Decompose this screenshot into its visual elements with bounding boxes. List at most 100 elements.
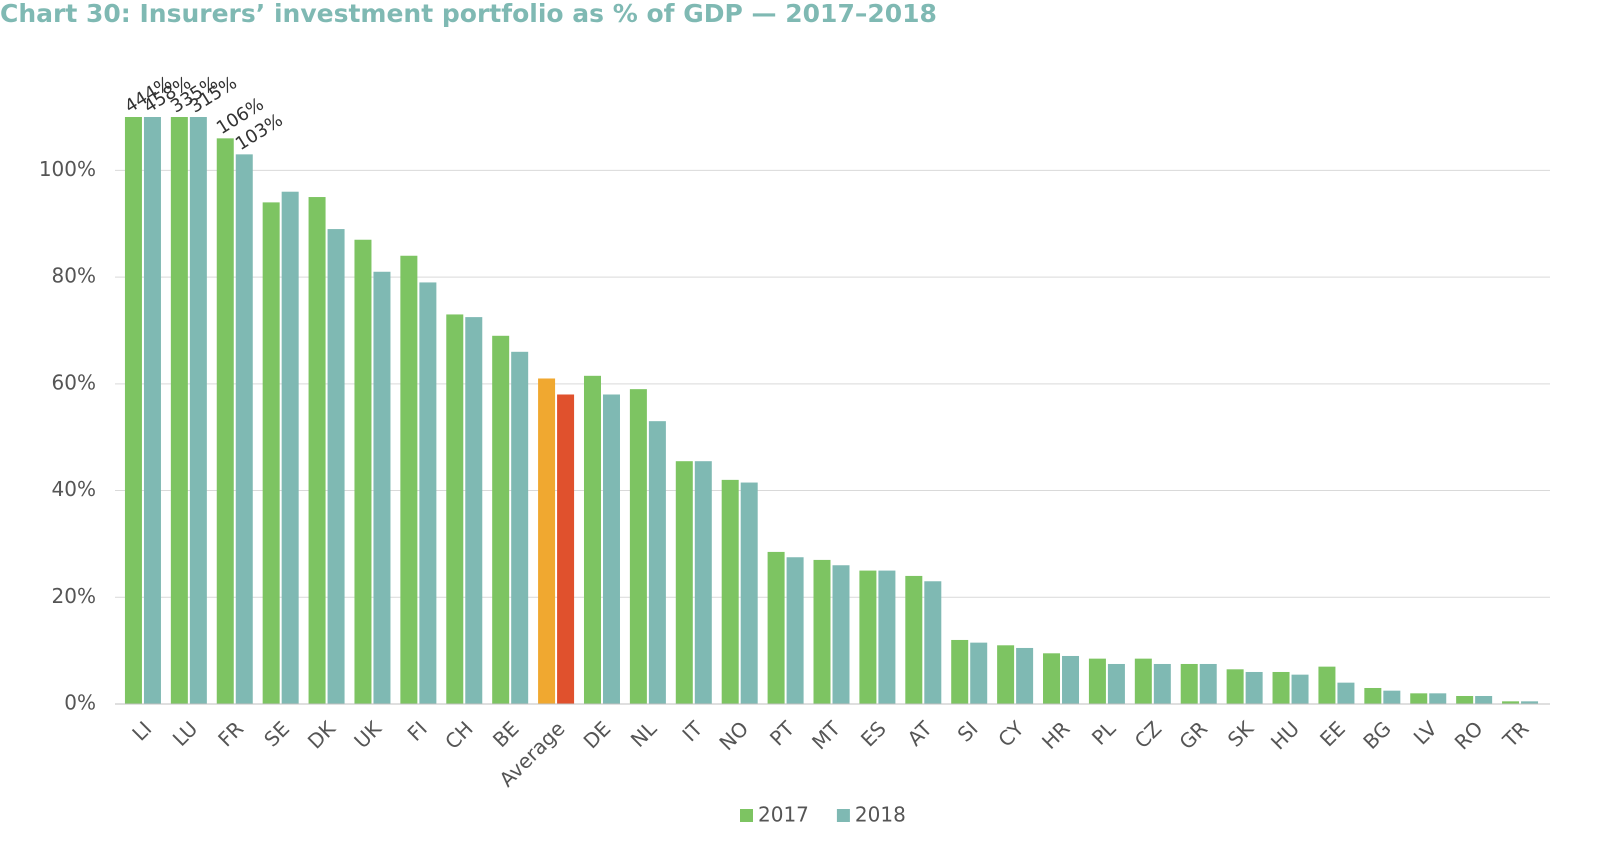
- bar: [189, 117, 207, 705]
- x-tick-label: CZ: [1130, 716, 1167, 753]
- y-tick-label: 0%: [64, 691, 96, 715]
- bar: [1153, 663, 1171, 704]
- chart-title: Chart 30: Insurers’ investment portfolio…: [0, 0, 937, 28]
- bar: [538, 378, 556, 704]
- bar: [1429, 693, 1447, 704]
- x-tick-label: TR: [1497, 716, 1533, 752]
- x-tick-label: ES: [856, 716, 891, 751]
- bar: [419, 282, 437, 704]
- bar: [1107, 663, 1125, 704]
- x-tick-label: SE: [259, 716, 294, 751]
- x-tick-label: CY: [993, 716, 1029, 752]
- bar: [235, 154, 253, 704]
- legend-swatch: [836, 809, 850, 822]
- bar: [1016, 647, 1034, 704]
- x-tick-label: AT: [903, 716, 938, 751]
- bar: [400, 255, 418, 704]
- x-tick-label: DE: [579, 716, 616, 753]
- bar: [905, 575, 923, 704]
- bar: [878, 570, 896, 704]
- x-tick-label: DK: [303, 716, 341, 754]
- bar: [1226, 669, 1244, 704]
- x-tick-label: MT: [807, 716, 845, 754]
- x-tick-label: LI: [127, 716, 156, 745]
- legend-label: 2018: [855, 803, 906, 827]
- bar: [1410, 693, 1428, 704]
- bar: [813, 559, 831, 704]
- x-tick-label: FI: [403, 716, 432, 745]
- x-tick-label: NL: [626, 716, 662, 752]
- bar: [721, 479, 739, 704]
- bar: [492, 335, 510, 704]
- bar: [951, 639, 969, 704]
- bar: [786, 557, 804, 704]
- bar: [327, 229, 345, 704]
- x-tick-label: LV: [1409, 716, 1442, 749]
- bar: [1318, 666, 1336, 704]
- bar: [1521, 701, 1539, 704]
- bar: [740, 482, 758, 704]
- y-tick-label: 80%: [52, 264, 96, 288]
- bar: [1062, 655, 1080, 704]
- x-tick-label: EE: [1315, 716, 1350, 751]
- bar: [446, 314, 464, 704]
- bar: [1456, 695, 1474, 704]
- x-tick-label: PL: [1087, 716, 1121, 750]
- bar: [583, 375, 601, 704]
- x-tick-label: IT: [677, 716, 707, 746]
- bar: [557, 394, 575, 704]
- y-tick-label: 100%: [39, 157, 96, 181]
- x-tick-label: LU: [168, 716, 203, 751]
- bar: [924, 581, 942, 704]
- y-tick-label: 40%: [52, 477, 96, 501]
- legend-label: 2017: [758, 803, 809, 827]
- x-tick-label: RO: [1450, 716, 1488, 754]
- x-tick-label: HR: [1037, 716, 1075, 754]
- bar: [373, 271, 391, 704]
- bar: [465, 317, 483, 704]
- x-tick-label: HU: [1266, 716, 1304, 754]
- bar: [511, 351, 529, 704]
- bar: [1043, 653, 1061, 704]
- bar: [997, 645, 1015, 704]
- bar: [1088, 658, 1106, 704]
- bar: [1199, 663, 1217, 704]
- bar: [832, 565, 850, 704]
- y-tick-label: 20%: [52, 584, 96, 608]
- bar: [1180, 663, 1198, 704]
- bar: [216, 138, 234, 704]
- bar: [602, 394, 620, 704]
- bar: [1245, 671, 1263, 704]
- bar: [262, 202, 280, 704]
- bar: [281, 191, 299, 704]
- x-tick-label: UK: [349, 716, 386, 753]
- bar: [124, 117, 142, 704]
- bar: [859, 570, 877, 704]
- bar: [767, 551, 785, 704]
- bar: [1383, 690, 1401, 704]
- x-tick-label: SI: [953, 716, 983, 746]
- bar: [1502, 701, 1520, 704]
- x-tick-label: CH: [440, 716, 477, 753]
- bar: [648, 421, 666, 704]
- x-tick-label: BG: [1358, 716, 1395, 753]
- bar: [694, 461, 712, 704]
- bar: [1291, 674, 1309, 704]
- bar: [354, 239, 372, 704]
- bar: [1134, 658, 1152, 704]
- bar: [1364, 687, 1382, 704]
- x-tick-label: PT: [765, 716, 800, 751]
- bar: [970, 642, 988, 704]
- x-tick-label: NO: [714, 716, 753, 755]
- x-tick-label: FR: [213, 716, 248, 751]
- legend-swatch: [740, 809, 753, 822]
- bar: [143, 117, 161, 704]
- y-tick-label: 60%: [52, 370, 96, 394]
- bar: [629, 389, 647, 704]
- bar: [1475, 695, 1493, 704]
- bar: [1337, 682, 1355, 704]
- bar: [1272, 671, 1290, 704]
- bar: [170, 117, 188, 704]
- x-tick-label: SK: [1223, 716, 1259, 752]
